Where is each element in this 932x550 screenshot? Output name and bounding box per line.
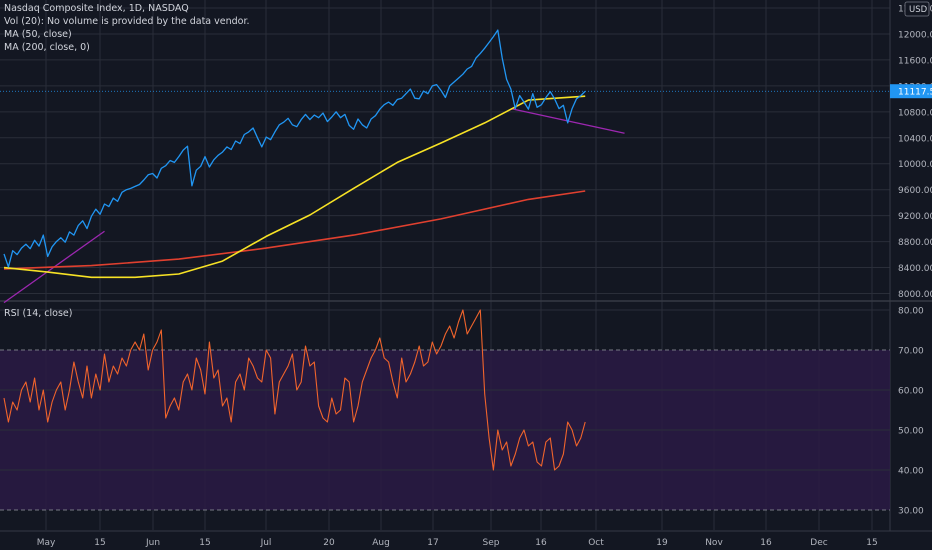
time-tick-label: 16 bbox=[535, 538, 547, 548]
price-tick-label: 10400.00 bbox=[898, 134, 932, 144]
main-legend: Nasdaq Composite Index, 1D, NASDAQ Vol (… bbox=[4, 2, 250, 54]
time-tick-label: 20 bbox=[323, 538, 335, 548]
last-price-badge bbox=[890, 84, 932, 99]
price-line bbox=[3, 29, 586, 268]
currency-badge bbox=[904, 1, 930, 17]
ma200-line bbox=[3, 190, 586, 270]
rsi-legend: RSI (14, close) bbox=[4, 307, 72, 320]
price-tick-label: 10800.00 bbox=[898, 108, 932, 118]
currency-label: USD bbox=[909, 5, 928, 15]
rsi-line bbox=[3, 309, 586, 471]
time-tick-label: Aug bbox=[372, 538, 390, 548]
main-legend-title: Nasdaq Composite Index, 1D, NASDAQ bbox=[4, 3, 189, 14]
time-tick-label: 15 bbox=[199, 538, 210, 548]
volume-legend: Vol (20): No volume is provided by the d… bbox=[4, 16, 250, 27]
last-price-label: 11117.53 bbox=[898, 88, 932, 98]
price-tick-label: 9600.00 bbox=[898, 186, 932, 196]
time-tick-label: 16 bbox=[760, 538, 772, 548]
rsi-tick-label: 30.00 bbox=[898, 507, 924, 517]
time-tick-label: Nov bbox=[705, 538, 723, 548]
ma200-legend: MA (200, close, 0) bbox=[4, 42, 90, 53]
time-tick-label: Dec bbox=[810, 538, 827, 548]
rsi-tick-label: 80.00 bbox=[898, 307, 924, 317]
price-tick-label: 9200.00 bbox=[898, 212, 932, 222]
time-tick-label: Jun bbox=[145, 538, 160, 548]
time-tick-label: Jul bbox=[260, 538, 272, 548]
time-tick-label: 19 bbox=[656, 538, 668, 548]
time-tick-label: 15 bbox=[866, 538, 877, 548]
rsi-tick-label: 40.00 bbox=[898, 467, 924, 477]
ma50-legend: MA (50, close) bbox=[4, 29, 72, 40]
time-tick-label: 15 bbox=[94, 538, 105, 548]
price-tick-label: 10000.00 bbox=[898, 160, 932, 170]
rsi-legend-title: RSI (14, close) bbox=[4, 308, 73, 319]
price-tick-label: 8000.00 bbox=[898, 290, 932, 300]
rsi-tick-label: 60.00 bbox=[898, 387, 924, 397]
price-tick-label: 11600.00 bbox=[898, 56, 932, 66]
rsi-tick-label: 70.00 bbox=[898, 347, 924, 357]
price-tick-label: 12000.00 bbox=[898, 30, 932, 40]
time-tick-label: 17 bbox=[427, 538, 438, 548]
time-tick-label: May bbox=[37, 538, 56, 548]
price-tick-label: 8800.00 bbox=[898, 238, 932, 248]
rsi-tick-label: 50.00 bbox=[898, 427, 924, 437]
price-tick-label: 8400.00 bbox=[898, 264, 932, 274]
ma50-line bbox=[3, 95, 586, 279]
time-tick-label: Oct bbox=[588, 538, 604, 548]
time-tick-label: Sep bbox=[483, 538, 500, 548]
